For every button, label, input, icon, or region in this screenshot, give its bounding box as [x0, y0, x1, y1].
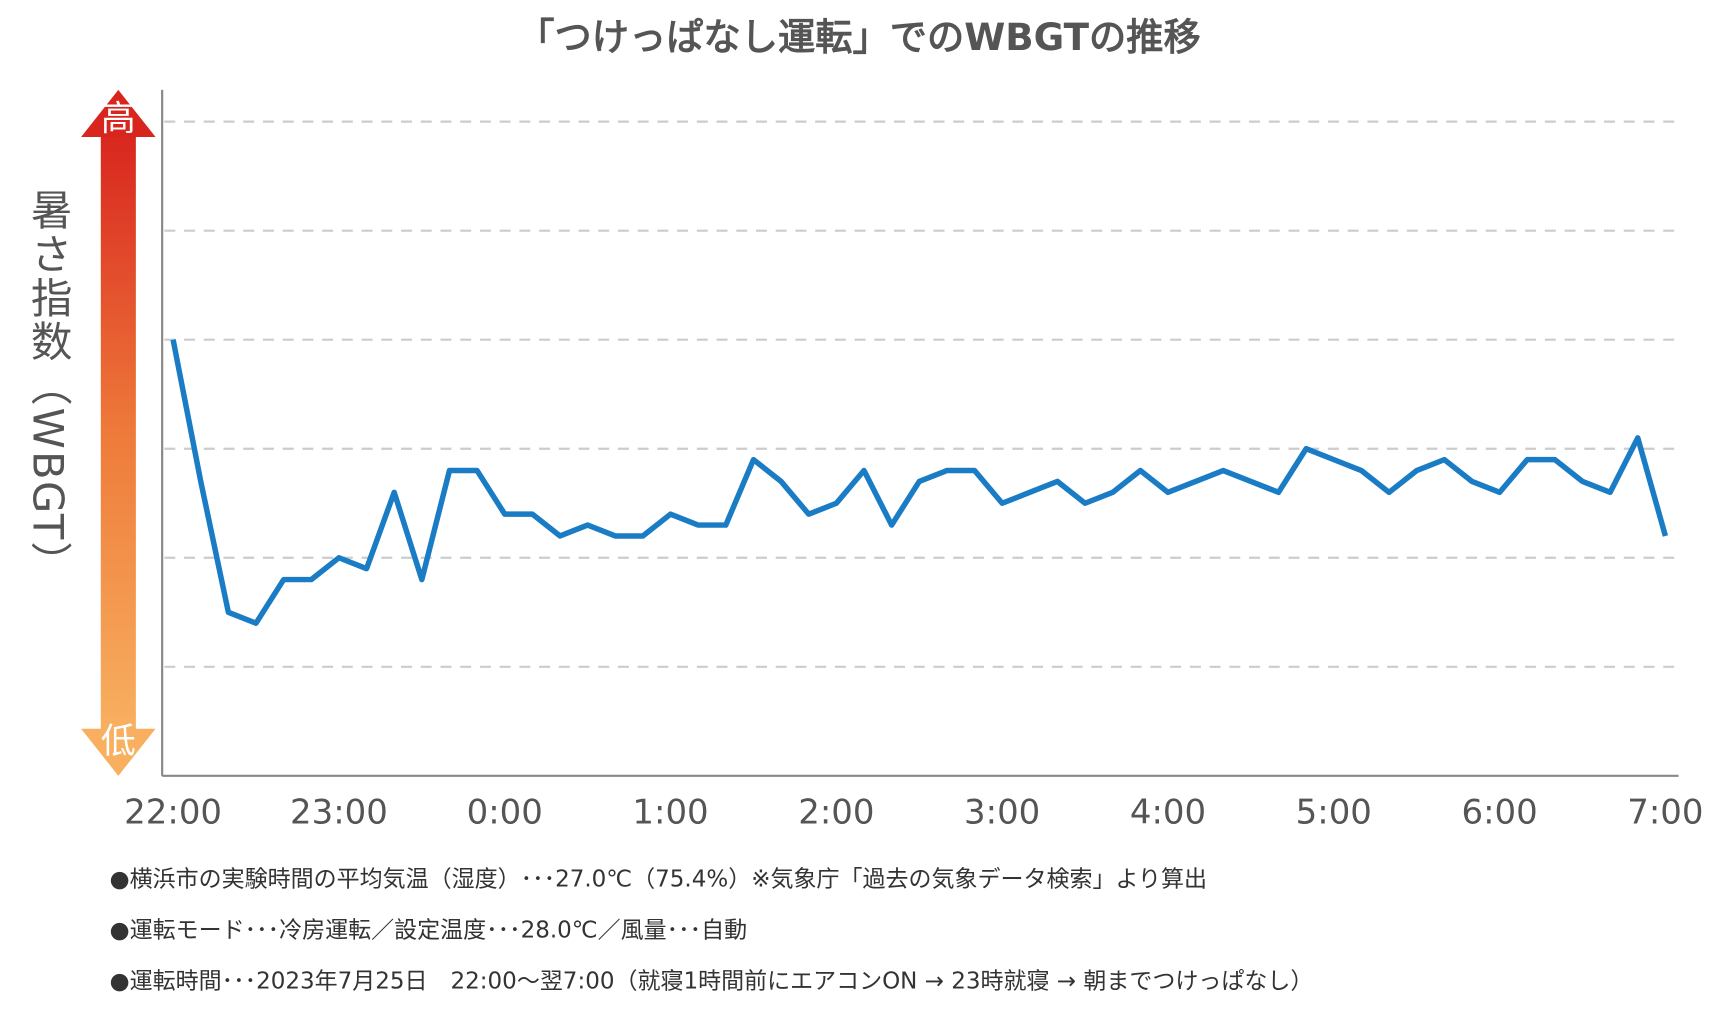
x-tick-label: 7:00	[1627, 793, 1703, 833]
arrow-head-up	[81, 89, 156, 137]
x-tick-label: 6:00	[1461, 793, 1537, 833]
heat-arrow	[100, 133, 136, 732]
low-label: 低	[101, 721, 136, 762]
x-tick-label: 2:00	[798, 793, 874, 833]
chart-title: 「つけっぱなし運転」でのWBGTの推移	[517, 15, 1201, 59]
footnote: ●運転時間･･･2023年7月25日 22:00～翌7:00（就寝1時間前にエア…	[110, 968, 1314, 994]
x-tick-label: 0:00	[467, 793, 543, 833]
data-line	[170, 339, 1669, 626]
arrow-head-down	[81, 728, 156, 776]
x-tick-label: 4:00	[1130, 793, 1206, 833]
x-tick-label: 5:00	[1296, 793, 1372, 833]
footnote: ●運転モード･･･冷房運転／設定温度･･･28.0℃／風量･･･自動	[110, 917, 748, 943]
x-tick-label: 23:00	[290, 793, 388, 833]
x-tick-label: 22:00	[124, 793, 222, 833]
x-tick-label: 1:00	[632, 793, 708, 833]
y-axis-label: 暑さ指数（WBGT）	[24, 188, 73, 585]
footnote: ●横浜市の実験時間の平均気温（湿度）･･･27.0℃（75.4%）※気象庁「過去…	[110, 866, 1207, 892]
high-label: 高	[101, 99, 136, 140]
x-tick-label: 3:00	[964, 793, 1040, 833]
